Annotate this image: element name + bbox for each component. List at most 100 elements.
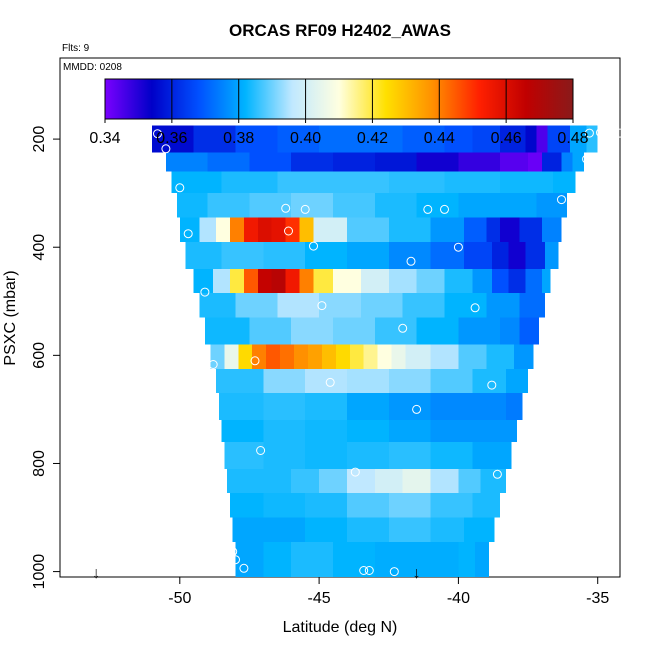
heatmap-cell bbox=[363, 344, 378, 369]
colorbar-tick-label: 0.40 bbox=[290, 130, 321, 147]
heatmap-cell bbox=[525, 241, 545, 269]
heatmap-cell bbox=[204, 317, 250, 345]
heatmap-cell bbox=[285, 268, 300, 294]
heatmap-cell bbox=[305, 241, 347, 269]
sample-point bbox=[153, 129, 162, 139]
colorbar-tick-label: 0.34 bbox=[89, 130, 120, 147]
heatmap-cell bbox=[514, 344, 534, 369]
y-tick-label: 400 bbox=[31, 234, 48, 261]
heatmap-cell bbox=[463, 217, 487, 242]
sample-point bbox=[557, 195, 566, 205]
heatmap-cell bbox=[360, 293, 403, 318]
heatmap-cell bbox=[335, 344, 350, 369]
heatmap-cell bbox=[374, 317, 417, 345]
sample-point bbox=[440, 204, 449, 214]
heatmap-cell bbox=[544, 241, 559, 269]
heatmap-cell bbox=[305, 517, 347, 542]
heatmap-cell bbox=[346, 368, 389, 394]
heatmap-cell bbox=[374, 152, 417, 172]
heatmap-cell bbox=[541, 268, 551, 294]
sample-point bbox=[487, 380, 497, 390]
sample-point bbox=[604, 128, 614, 138]
heatmap-cell bbox=[224, 441, 264, 469]
sample-point bbox=[214, 446, 224, 455]
heatmap-cell bbox=[388, 441, 431, 469]
heatmap-cell bbox=[486, 344, 515, 369]
heatmap-cell bbox=[263, 393, 306, 421]
heatmap-cell bbox=[472, 125, 501, 153]
heatmap-cell bbox=[319, 293, 361, 318]
heatmap-cell bbox=[561, 152, 573, 172]
heatmap-cell bbox=[491, 241, 509, 269]
sample-point bbox=[412, 404, 422, 414]
heatmap-cell bbox=[480, 468, 506, 494]
heatmap-cell bbox=[472, 493, 501, 518]
heatmap-cell bbox=[444, 268, 473, 294]
heatmap-cell bbox=[388, 268, 417, 294]
heatmap-cell bbox=[277, 171, 334, 194]
heatmap-cell bbox=[416, 541, 459, 577]
sample-point bbox=[281, 203, 291, 213]
heatmap-cell bbox=[321, 344, 336, 369]
heatmap-cell bbox=[271, 217, 286, 242]
heatmap-cell bbox=[458, 317, 501, 345]
heatmap-cell bbox=[165, 152, 208, 172]
heatmap-cell bbox=[528, 152, 542, 172]
heatmap-cell bbox=[291, 317, 334, 345]
heatmap-cell bbox=[235, 125, 278, 153]
heatmap-cell bbox=[430, 344, 459, 369]
heatmap-cell bbox=[333, 171, 389, 194]
heatmap-cell bbox=[227, 468, 264, 494]
heatmap-cell bbox=[360, 125, 403, 153]
heatmap-cell bbox=[416, 268, 445, 294]
heatmap-cell bbox=[333, 317, 375, 345]
heatmap-cell bbox=[388, 241, 431, 269]
sample-point bbox=[492, 469, 502, 479]
heatmap-cell bbox=[232, 517, 264, 542]
heatmap-cell bbox=[391, 344, 406, 369]
heatmap-cell bbox=[313, 268, 334, 294]
heatmap-cell bbox=[305, 441, 347, 469]
heatmap-cell bbox=[508, 241, 526, 269]
y-axis: 200 400 600 800 1000 bbox=[31, 126, 60, 589]
heatmap-cell bbox=[346, 517, 389, 542]
x-tick-label: -45 bbox=[308, 590, 331, 607]
heatmap-cell bbox=[185, 241, 222, 269]
y-tick-label: 200 bbox=[31, 126, 48, 153]
heatmap-cell bbox=[500, 171, 554, 194]
heatmap-cell bbox=[243, 268, 258, 294]
heatmap-cell bbox=[221, 171, 278, 194]
heatmap-cell bbox=[463, 517, 495, 542]
heatmap-cell bbox=[416, 152, 459, 172]
heatmap-cell bbox=[458, 344, 487, 369]
heatmap-cell bbox=[500, 217, 520, 242]
sample-point bbox=[284, 226, 293, 236]
heatmap-cell bbox=[263, 368, 306, 394]
heatmap-cell bbox=[249, 152, 292, 172]
sample-point bbox=[325, 377, 335, 387]
heatmap-cell bbox=[235, 293, 278, 318]
x-tick-label: -50 bbox=[168, 590, 191, 607]
heatmap-cell bbox=[346, 241, 389, 269]
heatmap-cell bbox=[291, 193, 334, 218]
heatmap-cell bbox=[218, 393, 264, 421]
heatmap-cell bbox=[171, 171, 222, 194]
heatmap-cell bbox=[416, 317, 459, 345]
sample-point bbox=[231, 555, 240, 565]
heatmap-cell bbox=[346, 420, 389, 442]
sample-point bbox=[470, 303, 480, 313]
heatmap-cell bbox=[388, 420, 431, 442]
heatmap-cell bbox=[519, 217, 542, 242]
heatmap-cell bbox=[216, 217, 230, 242]
sample-point bbox=[406, 256, 416, 266]
heatmap-cell bbox=[294, 344, 308, 369]
sample-point bbox=[453, 242, 463, 252]
sample-point bbox=[200, 287, 210, 297]
heatmap-cell bbox=[388, 393, 431, 421]
sample-point bbox=[309, 241, 318, 251]
heatmap-cell bbox=[463, 241, 492, 269]
heatmap-cell bbox=[430, 241, 464, 269]
heatmap-cell bbox=[360, 268, 389, 294]
heatmap-cell bbox=[229, 217, 244, 242]
heatmap-cell bbox=[210, 344, 225, 369]
